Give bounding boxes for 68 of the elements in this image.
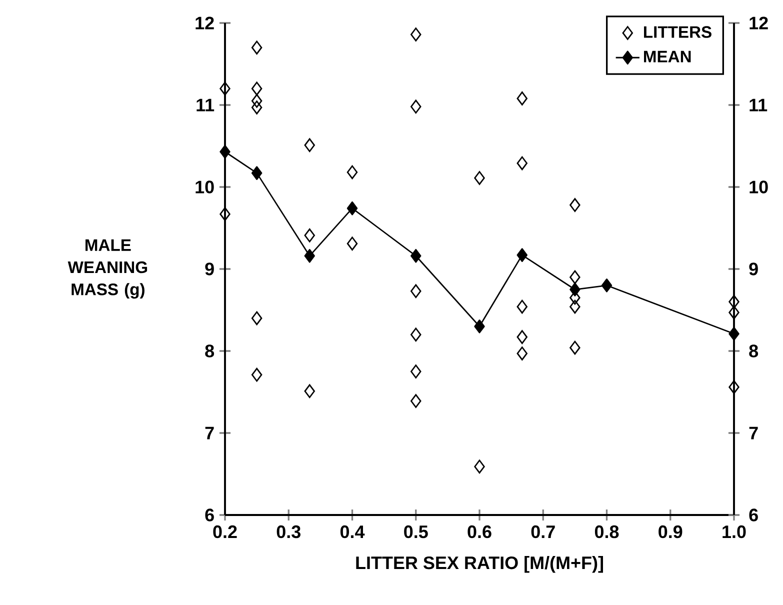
y2-tick-label: 12 <box>750 16 768 30</box>
point <box>251 94 262 108</box>
x-tick-label: 0.3 <box>276 525 300 538</box>
point <box>304 228 315 242</box>
x-tick-label: 0.5 <box>404 525 428 538</box>
point <box>474 460 485 474</box>
point <box>516 156 528 170</box>
point <box>410 28 422 42</box>
point <box>346 201 358 216</box>
point <box>410 100 422 114</box>
point <box>410 364 422 378</box>
legend-label: MEAN <box>644 50 691 62</box>
point <box>251 166 262 180</box>
point <box>251 40 262 55</box>
point <box>220 144 230 159</box>
point <box>304 384 315 398</box>
x-tick-label: 0.8 <box>594 525 619 538</box>
x-axis-title: LITTER SEX RATIO [M/(M+F)] <box>356 556 603 573</box>
point <box>410 394 422 408</box>
x-tick-label: 0.2 <box>213 525 237 538</box>
point <box>410 328 422 342</box>
point <box>251 100 262 114</box>
point <box>220 207 230 221</box>
point <box>728 306 740 320</box>
point <box>516 300 528 314</box>
legend-label: LITTERS <box>644 26 712 38</box>
point <box>728 380 740 394</box>
y2-tick-label: 6 <box>749 508 758 522</box>
point <box>474 319 485 334</box>
point <box>251 82 262 96</box>
point <box>570 300 580 314</box>
point <box>410 284 422 298</box>
y-axis-title: MALE WEANING MASS (g) <box>68 239 148 299</box>
x-tick-label: 0.6 <box>468 525 492 538</box>
y-tick-label: 6 <box>205 508 214 522</box>
y-tick-label: 12 <box>196 16 214 30</box>
point <box>728 294 740 309</box>
point <box>251 368 262 382</box>
x-tick-label: 0.4 <box>340 525 365 538</box>
point <box>346 165 358 180</box>
y-tick-label: 11 <box>196 98 214 112</box>
y-tick-label: 10 <box>196 180 214 194</box>
point <box>410 248 422 263</box>
point <box>304 138 315 152</box>
point <box>346 236 358 250</box>
point <box>516 330 528 344</box>
point <box>304 248 315 263</box>
y2-tick-label: 7 <box>749 426 758 440</box>
point <box>570 270 580 284</box>
x-tick-label: 0.9 <box>658 525 682 538</box>
x-tick-label: 1.0 <box>722 525 746 538</box>
y2-tick-label: 10 <box>750 180 768 194</box>
y2-tick-label: 8 <box>749 344 758 358</box>
point <box>474 171 485 185</box>
point <box>570 340 580 355</box>
y2-tick-label: 11 <box>750 98 768 112</box>
y-tick-label: 7 <box>205 426 214 440</box>
point <box>516 248 528 262</box>
y-tick-label: 8 <box>205 344 214 358</box>
point <box>516 92 528 106</box>
y2-tick-label: 9 <box>749 262 758 276</box>
point <box>220 82 230 96</box>
y-tick-label: 9 <box>205 262 214 276</box>
x-tick-label: 0.7 <box>531 525 555 538</box>
point <box>601 278 612 292</box>
point <box>570 198 580 212</box>
point <box>251 311 262 326</box>
point <box>516 346 528 360</box>
